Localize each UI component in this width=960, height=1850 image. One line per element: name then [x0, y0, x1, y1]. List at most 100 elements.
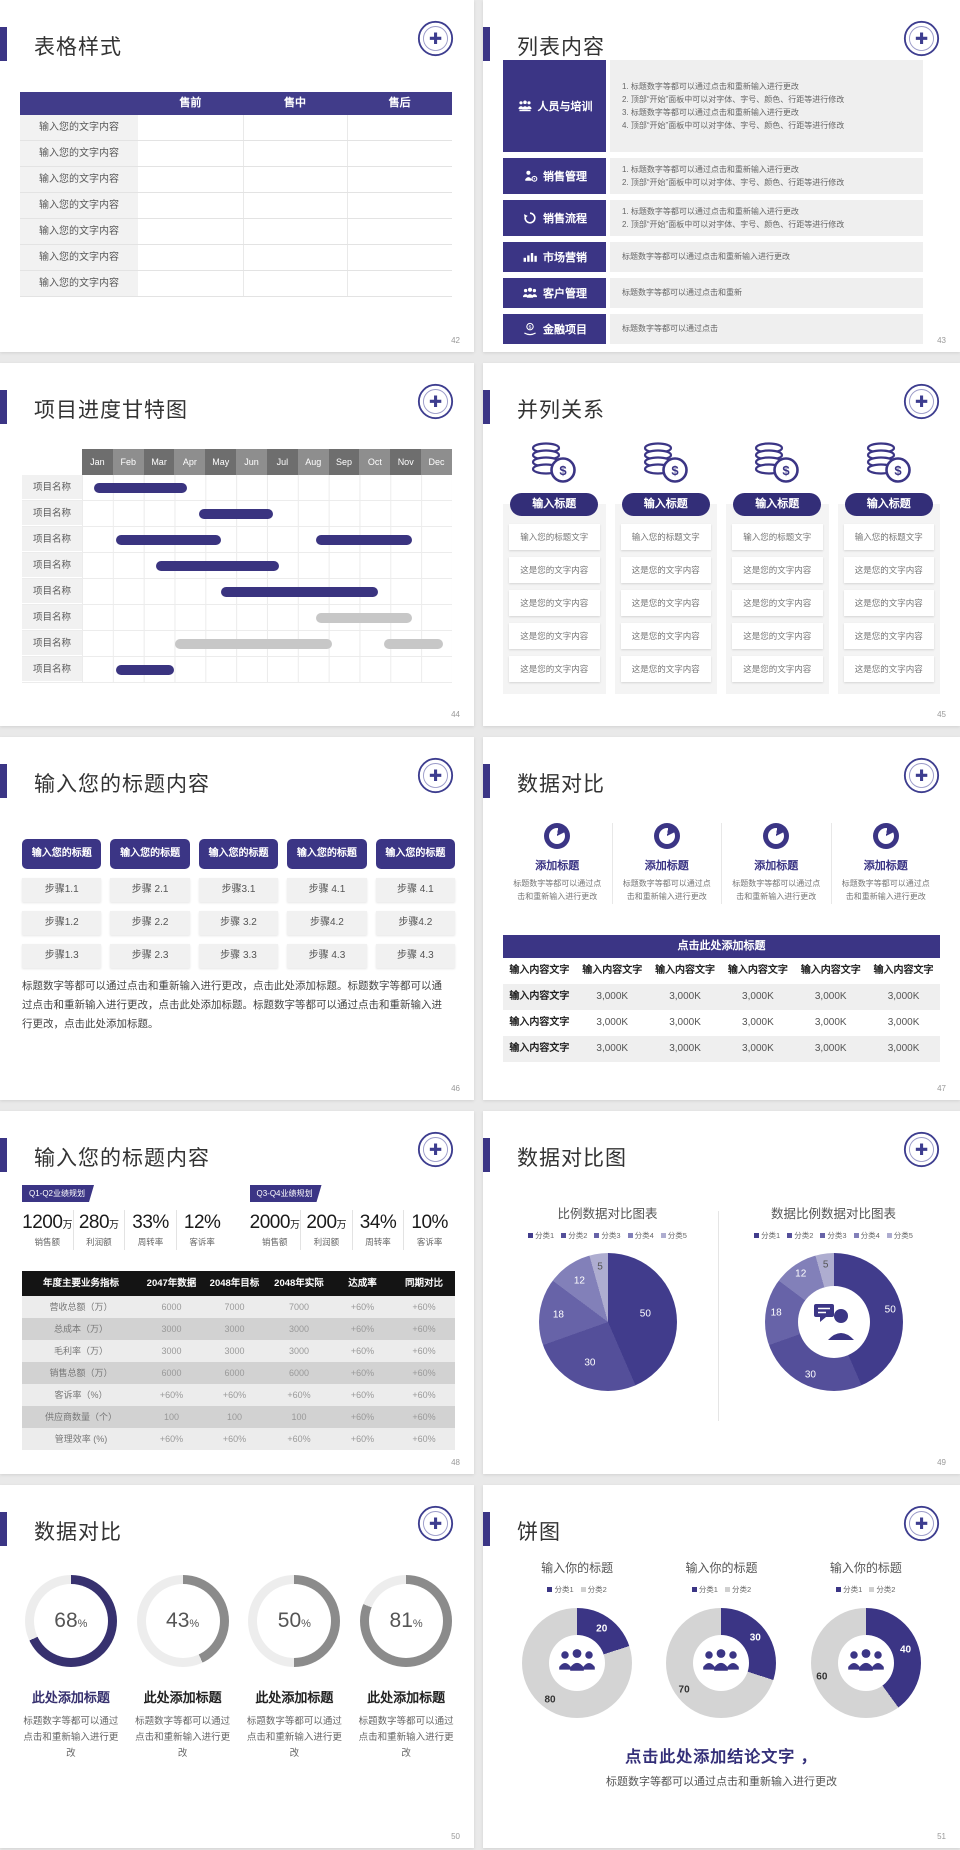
- legend-label: 分类2: [731, 1585, 752, 1594]
- table-row: 输入您的文字内容: [20, 167, 452, 193]
- kpi-cell: 6000: [224, 1368, 245, 1378]
- legend-swatch: [547, 1587, 553, 1592]
- gantt-bar: [316, 612, 412, 623]
- column-row-text: 这是您的文字内容: [509, 623, 600, 649]
- list-item-text: 标题数字等都可以通过点击: [610, 314, 923, 344]
- step-box: 步骤 2.2: [110, 911, 190, 935]
- legend-item: 分类1: [754, 1230, 780, 1241]
- slide-44-gantt[interactable]: 项目进度甘特图 ✚ Jan Feb Mar Apr May Jun Jul Aug Sep Oct…: [0, 363, 474, 726]
- slide-49-charts[interactable]: 数据对比图 ✚ 比例数据对比图表 分类1 分类2 分类3 分类4 分类5 50 30 18 12 5…: [483, 1111, 960, 1474]
- list-item-tag: $ 金融项目: [503, 314, 606, 344]
- step-column: 输入您的标题 步骤 4.1 步骤4.2 步骤 4.3: [287, 839, 367, 968]
- feature-caption: 标题数字等都可以通过点击和重新输入进行更改: [732, 879, 821, 901]
- gantt-bar: [115, 664, 175, 675]
- list-item: 销售管理 1. 标题数字等都可以通过点击和重新输入进行更改 2. 顶部“开始”面板中…: [503, 158, 923, 194]
- gantt-month-label: Feb: [112, 449, 144, 475]
- table-row: 输入内容文字 3,000K 3,000K 3,000K 3,000K 3,000K: [503, 1036, 940, 1062]
- table-cell: 3,000K: [887, 1017, 920, 1028]
- step-box: 步骤 4.3: [375, 944, 456, 968]
- legend-item: 分类2: [580, 1584, 607, 1595]
- slide-51-pies[interactable]: 饼图 ✚ 输入你的标题 分类1 分类2 20 80 输入你的标题 分类1 分类2 30 70 输入你…: [483, 1485, 960, 1848]
- kpi-cell: 毛利率（万）: [53, 1346, 108, 1356]
- table-header-row: 售前 售中 售后: [20, 92, 452, 115]
- kpi-cell: 总成本（万）: [53, 1324, 108, 1334]
- gantt-row-label: 项目名称: [22, 553, 82, 578]
- step-column: 输入您的标题 步骤3.1 步骤 3.2 步骤 3.3: [198, 839, 279, 968]
- slide-43-list-content[interactable]: 列表内容 ✚ 人员与培训 1. 标题数字等都可以通过点击和重新输入进行更改 2. 顶…: [483, 0, 960, 352]
- coins-dollar-icon: $: [529, 439, 579, 491]
- gantt-row: 项目名称: [22, 475, 452, 501]
- slide-42-table-style[interactable]: 表格样式 ✚ 售前 售中 售后 输入您的文字内容 输入您的文字内容 输入您的文字内容 输入您…: [0, 0, 474, 352]
- stat-group: Q3-Q4业绩规划 2000万 销售额 200万 利润额 34% 周转率 10% 客诉率: [250, 1183, 456, 1250]
- table-cell: 3,000K: [596, 991, 629, 1002]
- stat-value: 34%: [359, 1212, 397, 1233]
- legend-item: 分类1: [691, 1584, 718, 1595]
- list-item-tag: 销售流程: [503, 200, 606, 236]
- table-cell: [244, 219, 349, 244]
- slide-46-steps[interactable]: 输入您的标题内容 ✚ 输入您的标题 步骤1.1 步骤1.2 步骤1.3 输入您的标题 步骤…: [0, 737, 474, 1100]
- table-row: 输入您的文字内容: [20, 141, 452, 167]
- svg-text:✚: ✚: [915, 394, 928, 411]
- gantt-row-label: 项目名称: [22, 657, 82, 682]
- slice-label: 60: [816, 1671, 828, 1683]
- slide-50-gauges[interactable]: 数据对比 ✚ 68% 此处添加标题 标题数字等都可以通过点击和重新输入进行更改 43%…: [0, 1485, 474, 1848]
- legend-item: 分类2: [724, 1584, 752, 1595]
- kpi-column-header: 2048年目标: [209, 1278, 260, 1289]
- slice-label: 30: [584, 1357, 596, 1368]
- table-column-header: 输入内容文字: [727, 965, 788, 976]
- stat-value: 33%: [132, 1212, 169, 1233]
- feature-title: 添加标题: [754, 860, 799, 872]
- list-text-line: 1. 标题数字等都可以通过点击和重新输入进行更改: [622, 206, 799, 216]
- table-body: 输入内容文字 3,000K 3,000K 3,000K 3,000K 3,000K 输入内容…: [503, 984, 940, 1062]
- step-box: 步骤1.2: [22, 911, 102, 935]
- step-box: 步骤1.3: [22, 944, 102, 968]
- legend-swatch: [836, 1587, 842, 1592]
- list-item-tag: 市场营销: [503, 242, 606, 272]
- list-item-label: 人员与培训: [537, 101, 593, 113]
- svg-text:$: $: [671, 463, 679, 478]
- step-column-header: 输入您的标题: [198, 839, 279, 869]
- logo-emblem-icon: ✚: [903, 383, 940, 420]
- step-column-header: 输入您的标题: [287, 839, 367, 869]
- kpi-cell: +60%: [412, 1390, 436, 1400]
- kpi-cell: 营收总额（万）: [49, 1302, 113, 1312]
- list-text-line: 4. 顶部“开始”面板中可以对字体、字号、颜色、行距等进行修改: [622, 121, 845, 131]
- slice-label: 18: [552, 1309, 564, 1321]
- list-item-label: 销售管理: [543, 171, 587, 183]
- column-panel: 输入您的标题文字 这是您的文字内容 这是您的文字内容 这是您的文字内容 这是您的文字内容: [614, 504, 717, 694]
- table-cell: 输入您的文字内容: [20, 193, 139, 218]
- slide-47-data-compare[interactable]: 数据对比 ✚ 添加标题 标题数字等都可以通过点击和重新输入进行更改 添加标题 标题数字…: [483, 737, 960, 1100]
- slide-title: 饼图: [517, 1521, 561, 1544]
- table-row: 输入内容文字 3,000K 3,000K 3,000K 3,000K 3,000K: [503, 1010, 940, 1036]
- legend-item: 分类3: [594, 1230, 621, 1241]
- donut-item: 输入你的标题 分类1 分类2 20 80: [505, 1559, 649, 1718]
- gauge-ring: 81%: [360, 1575, 453, 1667]
- stat-groups: Q1-Q2业绩规划 1200万 销售额 280万 利润额 33% 周转率 12% 客诉率 Q3-Q…: [22, 1183, 455, 1250]
- legend-item: 分类2: [561, 1230, 587, 1241]
- table-cell: 输入您的文字内容: [20, 167, 139, 192]
- column-row-text: 这是您的文字内容: [843, 590, 934, 616]
- legend-label: 分类1: [535, 1231, 555, 1240]
- gantt-row: 项目名称: [22, 657, 452, 683]
- stat-item: 1200万 销售额: [22, 1210, 74, 1250]
- kpi-row: 毛利率（万） 3000 3000 3000 +60% +60%: [22, 1340, 455, 1362]
- list-item-text: 标题数字等都可以通过点击和重新输入进行更改: [610, 242, 923, 272]
- column-row-text: 这是您的文字内容: [620, 623, 711, 649]
- kpi-cell: 6000: [161, 1368, 182, 1378]
- stat-label: 销售额: [34, 1237, 61, 1247]
- kpi-cell: 100: [226, 1412, 243, 1422]
- slide-title: 输入您的标题内容: [34, 1147, 210, 1170]
- title-accent-bar: [0, 1138, 7, 1172]
- title-accent-bar: [483, 27, 490, 61]
- gantt-row-label: 项目名称: [22, 579, 82, 604]
- slice-label: 50: [884, 1304, 896, 1316]
- legend-item: 分类2: [787, 1230, 813, 1241]
- table-cell: 3,000K: [814, 1017, 847, 1028]
- svg-text:✚: ✚: [915, 768, 928, 785]
- kpi-header-row: 年度主要业务指标 2047年数据 2048年目标 2048年实际 达成率 同期对比: [22, 1271, 455, 1296]
- kpi-cell: +60%: [350, 1302, 375, 1312]
- table-cell: [348, 219, 452, 244]
- slide-45-parallel[interactable]: 并列关系 ✚ $ 输入标题 输入您的标题文字 这是您的文字内容 这是您的文字内容 这是您的…: [483, 363, 960, 726]
- slide-48-kpi-table[interactable]: 输入您的标题内容 ✚ Q1-Q2业绩规划 1200万 销售额 280万 利润额 33% 周转…: [0, 1111, 474, 1474]
- list-item-text: 标题数字等都可以通过点击和重新: [610, 278, 923, 308]
